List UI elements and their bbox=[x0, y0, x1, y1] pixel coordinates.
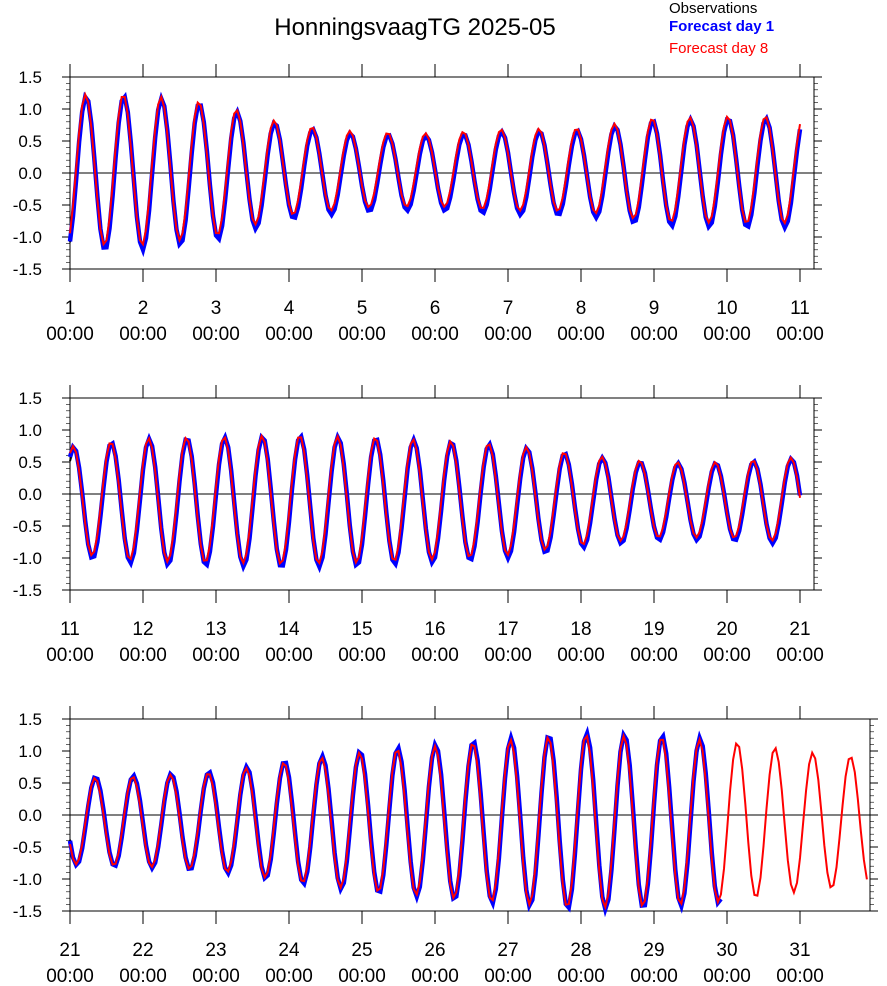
y-tick-label: 1.5 bbox=[18, 68, 42, 87]
y-tick-label: -1.5 bbox=[13, 581, 42, 600]
x-tick-label-time: 00:00 bbox=[703, 645, 751, 666]
x-tick-label-time: 00:00 bbox=[557, 645, 605, 666]
chart-title: HonningsvaagTG 2025-05 bbox=[274, 14, 556, 41]
y-tick-label: 1.5 bbox=[18, 710, 42, 729]
y-tick-label: -1.5 bbox=[13, 902, 42, 921]
forecast-day-8-line bbox=[69, 732, 868, 911]
x-tick-label-day: 3 bbox=[211, 298, 222, 319]
x-tick-label-time: 00:00 bbox=[557, 966, 605, 986]
x-tick-label-day: 13 bbox=[205, 619, 226, 640]
x-tick-label-time: 00:00 bbox=[192, 645, 240, 666]
x-tick-label-day: 28 bbox=[570, 940, 591, 961]
x-tick-label-day: 2 bbox=[138, 298, 149, 319]
x-tick-label-day: 12 bbox=[132, 619, 153, 640]
x-tick-label-time: 00:00 bbox=[776, 645, 824, 666]
forecast-day-8-line bbox=[69, 433, 801, 566]
x-tick-label-day: 21 bbox=[789, 619, 810, 640]
x-tick-label-day: 20 bbox=[716, 619, 737, 640]
x-tick-label-day: 30 bbox=[716, 940, 737, 961]
x-tick-label-time: 00:00 bbox=[265, 645, 313, 666]
x-tick-label-time: 00:00 bbox=[338, 966, 386, 986]
x-tick-label-time: 00:00 bbox=[630, 324, 678, 345]
x-tick-label-day: 4 bbox=[284, 298, 295, 319]
x-tick-label-day: 19 bbox=[643, 619, 664, 640]
x-tick-label-time: 00:00 bbox=[46, 966, 94, 986]
x-tick-label-time: 00:00 bbox=[265, 324, 313, 345]
x-tick-label-day: 27 bbox=[497, 940, 518, 961]
x-tick-label-time: 00:00 bbox=[265, 966, 313, 986]
legend-observations: Observations bbox=[669, 0, 758, 17]
y-tick-label: -0.5 bbox=[13, 196, 42, 215]
x-tick-label-day: 26 bbox=[424, 940, 445, 961]
x-tick-label-time: 00:00 bbox=[484, 324, 532, 345]
x-tick-label-day: 11 bbox=[60, 619, 80, 640]
x-tick-label-day: 31 bbox=[789, 940, 810, 961]
panel-1: 1.5 1.0 0.5 0.0 -0.5 -1.0 -1.5 1 00:00 2 00:00 3 00:… bbox=[13, 64, 824, 345]
x-tick-label-day: 24 bbox=[278, 940, 300, 961]
x-tick-label-day: 15 bbox=[351, 619, 372, 640]
y-tick-label: 1.5 bbox=[18, 389, 42, 408]
x-tick-label-day: 9 bbox=[649, 298, 660, 319]
x-tick-label-day: 8 bbox=[576, 298, 587, 319]
x-tick-label-time: 00:00 bbox=[703, 966, 751, 986]
y-tick-label: 1.0 bbox=[18, 100, 42, 119]
y-tick-label: 0.0 bbox=[18, 164, 42, 183]
x-tick-label-time: 00:00 bbox=[484, 645, 532, 666]
x-tick-label-day: 29 bbox=[643, 940, 664, 961]
x-tick-label-time: 00:00 bbox=[776, 966, 824, 986]
x-tick-label-day: 16 bbox=[424, 619, 445, 640]
panel-2: 1.5 1.0 0.5 0.0 -0.5 -1.0 -1.5 11 00:00 12 00:00 13… bbox=[13, 385, 824, 666]
y-tick-label: 1.0 bbox=[18, 742, 42, 761]
x-tick-label-day: 7 bbox=[503, 298, 514, 319]
y-tick-label: 0.5 bbox=[18, 453, 42, 472]
forecast-day-1-line bbox=[67, 725, 723, 918]
y-tick-label: -1.0 bbox=[13, 549, 42, 568]
y-tick-label: 1.0 bbox=[18, 421, 42, 440]
y-tick-label: -0.5 bbox=[13, 838, 42, 857]
x-tick-label-day: 10 bbox=[716, 298, 737, 319]
y-tick-label: 0.0 bbox=[18, 485, 42, 504]
x-tick-label-day: 21 bbox=[59, 940, 80, 961]
forecast-day-8-line bbox=[69, 91, 801, 247]
x-tick-label-time: 00:00 bbox=[411, 645, 459, 666]
x-tick-label-time: 00:00 bbox=[119, 966, 167, 986]
y-tick-label: -0.5 bbox=[13, 517, 42, 536]
x-tick-label-time: 00:00 bbox=[46, 324, 94, 345]
x-tick-label-day: 6 bbox=[430, 298, 441, 319]
x-tick-label-time: 00:00 bbox=[119, 645, 167, 666]
x-tick-label-time: 00:00 bbox=[46, 645, 94, 666]
y-tick-label: -1.5 bbox=[13, 260, 42, 279]
y-tick-label: -1.0 bbox=[13, 870, 42, 889]
x-tick-label-day: 23 bbox=[205, 940, 226, 961]
x-tick-label-time: 00:00 bbox=[338, 645, 386, 666]
y-tick-label: -1.0 bbox=[13, 228, 42, 247]
x-tick-label-time: 00:00 bbox=[192, 966, 240, 986]
x-tick-label-day: 1 bbox=[65, 298, 76, 319]
x-tick-label-day: 25 bbox=[351, 940, 372, 961]
x-tick-label-day: 14 bbox=[278, 619, 300, 640]
x-tick-label-time: 00:00 bbox=[557, 324, 605, 345]
y-tick-label: 0.0 bbox=[18, 806, 42, 825]
x-tick-label-day: 11 bbox=[790, 298, 810, 319]
x-tick-label-time: 00:00 bbox=[630, 645, 678, 666]
x-tick-label-time: 00:00 bbox=[776, 324, 824, 345]
y-tick-label: 0.5 bbox=[18, 132, 42, 151]
x-tick-label-time: 00:00 bbox=[411, 324, 459, 345]
x-tick-label-day: 5 bbox=[357, 298, 368, 319]
x-tick-label-day: 18 bbox=[570, 619, 591, 640]
x-tick-label-time: 00:00 bbox=[703, 324, 751, 345]
panel-3: 1.5 1.0 0.5 0.0 -0.5 -1.0 -1.5 21 00:00 22 00:00 23… bbox=[13, 706, 878, 986]
x-tick-label-time: 00:00 bbox=[411, 966, 459, 986]
x-tick-label-time: 00:00 bbox=[119, 324, 167, 345]
x-tick-label-time: 00:00 bbox=[192, 324, 240, 345]
legend-forecast-day-1: Forecast day 1 bbox=[669, 18, 775, 35]
x-tick-label-time: 00:00 bbox=[338, 324, 386, 345]
x-tick-label-time: 00:00 bbox=[630, 966, 678, 986]
x-tick-label-day: 22 bbox=[132, 940, 153, 961]
legend-forecast-day-8: Forecast day 8 bbox=[669, 40, 769, 57]
y-tick-label: 0.5 bbox=[18, 774, 42, 793]
x-tick-label-day: 17 bbox=[497, 619, 518, 640]
x-tick-label-time: 00:00 bbox=[484, 966, 532, 986]
